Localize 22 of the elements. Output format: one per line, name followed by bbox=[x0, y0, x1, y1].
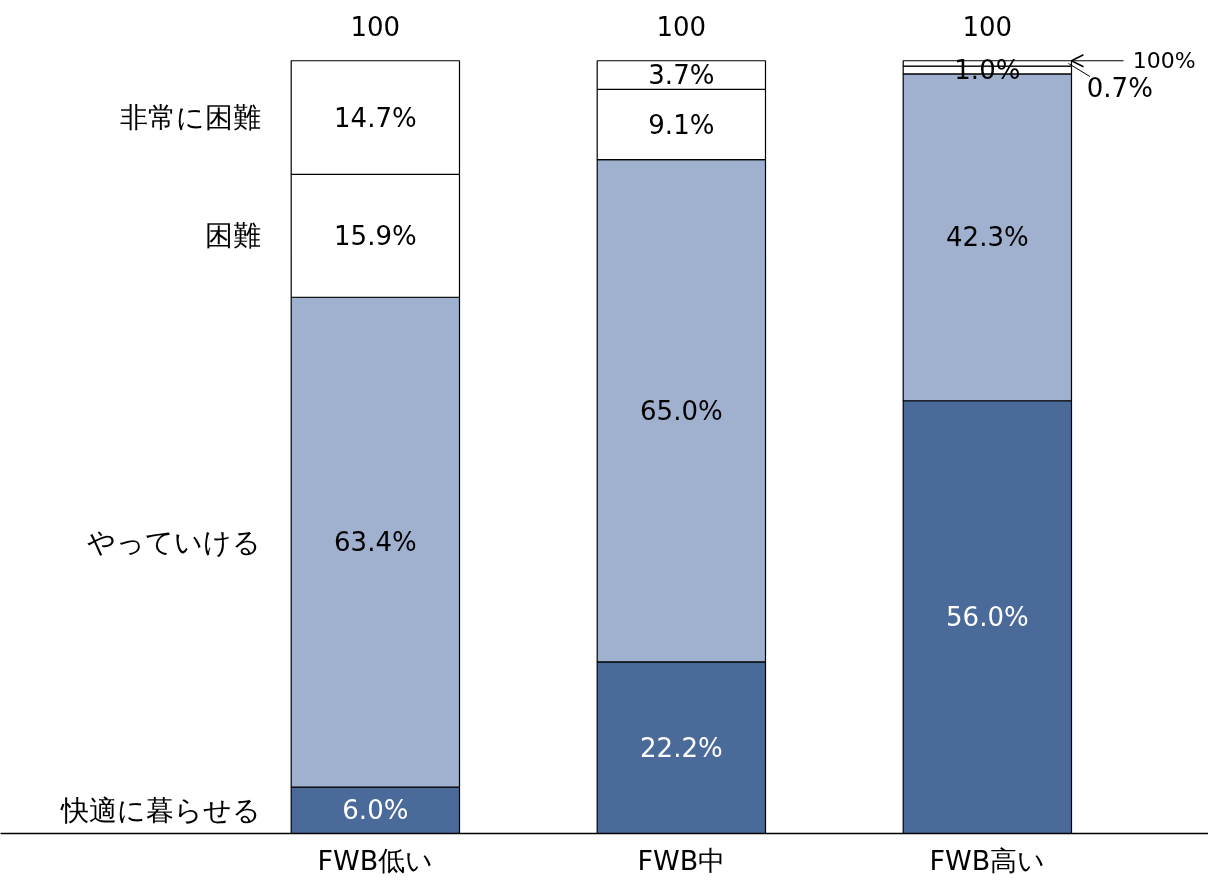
series-label: 非常に困難 bbox=[119, 101, 261, 135]
series-label: やっていける bbox=[86, 525, 261, 559]
data-label: 56.0% bbox=[946, 602, 1029, 633]
data-label: 0.7% bbox=[1086, 73, 1153, 104]
data-label: 65.0% bbox=[640, 395, 723, 426]
data-label: 14.7% bbox=[334, 102, 417, 133]
total-label: 100 bbox=[656, 11, 707, 42]
data-label: 42.3% bbox=[946, 222, 1029, 253]
x-tick-label: FWB高い bbox=[929, 844, 1046, 876]
annotation: 100% bbox=[1132, 48, 1196, 74]
data-label: 22.2% bbox=[640, 732, 723, 763]
series-label: 快適に暮らせる bbox=[59, 793, 261, 827]
data-label: 6.0% bbox=[342, 795, 409, 826]
x-tick-label: FWB中 bbox=[637, 844, 726, 876]
data-label: 63.4% bbox=[334, 527, 417, 558]
data-label: 9.1% bbox=[648, 109, 715, 140]
total-label: 100 bbox=[962, 11, 1013, 42]
data-label: 15.9% bbox=[334, 220, 417, 251]
data-label: 3.7% bbox=[648, 60, 715, 91]
series-label: 困難 bbox=[204, 219, 261, 253]
x-tick-label: FWB低い bbox=[317, 844, 434, 876]
total-label: 100 bbox=[350, 11, 401, 42]
